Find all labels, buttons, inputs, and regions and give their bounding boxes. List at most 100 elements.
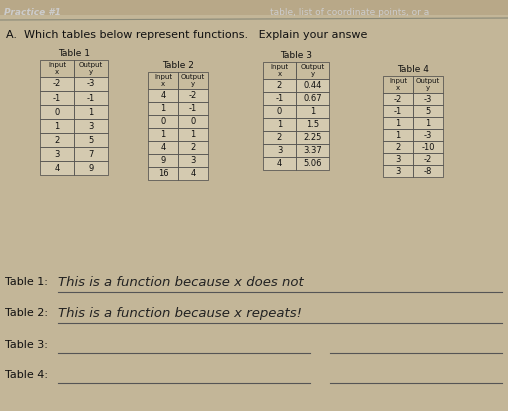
Text: -1: -1	[189, 104, 197, 113]
Text: -8: -8	[424, 166, 432, 175]
Bar	[40, 60, 74, 77]
Bar	[413, 129, 443, 141]
Text: 5: 5	[425, 106, 431, 115]
Text: 2: 2	[54, 136, 59, 145]
Bar	[383, 141, 413, 153]
Text: -3: -3	[424, 95, 432, 104]
Bar	[148, 128, 178, 141]
Text: 2: 2	[277, 81, 282, 90]
Text: 1: 1	[425, 118, 431, 127]
Bar	[148, 141, 178, 154]
Bar	[263, 62, 296, 79]
Bar	[74, 147, 108, 161]
Bar	[263, 131, 296, 144]
Bar	[74, 105, 108, 119]
Bar	[178, 89, 208, 102]
Text: 0.44: 0.44	[303, 81, 322, 90]
Bar	[148, 167, 178, 180]
Bar	[40, 147, 74, 161]
Text: 9: 9	[88, 164, 93, 173]
Text: 1: 1	[395, 118, 401, 127]
Text: table, list of coordinate points, or a: table, list of coordinate points, or a	[270, 8, 429, 17]
Text: 7: 7	[88, 150, 93, 159]
Text: -3: -3	[424, 131, 432, 139]
Bar	[383, 165, 413, 177]
Bar	[413, 165, 443, 177]
Bar	[40, 105, 74, 119]
Bar	[148, 115, 178, 128]
Bar	[178, 128, 208, 141]
Bar	[413, 76, 443, 93]
Text: 3: 3	[277, 146, 282, 155]
Text: This is a function because x repeats!: This is a function because x repeats!	[58, 307, 302, 320]
Text: Table 4:: Table 4:	[5, 370, 48, 380]
Bar	[74, 133, 108, 147]
Text: -2: -2	[189, 91, 197, 100]
Bar	[263, 157, 296, 170]
Bar	[40, 161, 74, 175]
Bar	[383, 153, 413, 165]
Bar	[296, 62, 329, 79]
Bar	[296, 131, 329, 144]
Text: A.  Which tables below represent functions.   Explain your answe: A. Which tables below represent function…	[6, 30, 367, 40]
Text: Table 3:: Table 3:	[5, 340, 48, 350]
Bar	[383, 105, 413, 117]
Text: 1: 1	[161, 130, 166, 139]
Bar	[263, 105, 296, 118]
Bar	[296, 92, 329, 105]
Bar	[148, 89, 178, 102]
Text: 3: 3	[190, 156, 196, 165]
Text: -1: -1	[53, 93, 61, 102]
Text: 1: 1	[310, 107, 315, 116]
Bar	[74, 119, 108, 133]
Text: This is a function because x does not: This is a function because x does not	[58, 276, 304, 289]
Text: Input
x: Input x	[154, 74, 172, 87]
Text: -1: -1	[275, 94, 283, 103]
Text: 0.67: 0.67	[303, 94, 322, 103]
Text: 3: 3	[395, 155, 401, 164]
Text: Input
x: Input x	[389, 78, 407, 91]
Text: Table 2: Table 2	[162, 61, 194, 70]
Text: 4: 4	[277, 159, 282, 168]
Text: Output
y: Output y	[79, 62, 103, 75]
Bar	[383, 76, 413, 93]
Bar	[296, 118, 329, 131]
Text: 4: 4	[54, 164, 59, 173]
Text: -2: -2	[53, 79, 61, 88]
Text: Output
y: Output y	[416, 78, 440, 91]
Bar	[74, 161, 108, 175]
Bar	[413, 105, 443, 117]
Bar	[40, 133, 74, 147]
Bar	[296, 157, 329, 170]
Text: Table 3: Table 3	[280, 51, 312, 60]
Text: 5.06: 5.06	[303, 159, 322, 168]
Bar	[383, 93, 413, 105]
Bar	[178, 154, 208, 167]
Bar	[74, 77, 108, 91]
Text: -1: -1	[87, 93, 95, 102]
Bar	[178, 167, 208, 180]
Text: -1: -1	[394, 106, 402, 115]
Bar	[178, 102, 208, 115]
Bar	[178, 72, 208, 89]
Text: 9: 9	[161, 156, 166, 165]
Text: 3: 3	[54, 150, 59, 159]
Bar	[74, 60, 108, 77]
Bar	[74, 91, 108, 105]
Text: 2: 2	[395, 143, 401, 152]
Text: 2: 2	[190, 143, 196, 152]
Text: 3.37: 3.37	[303, 146, 322, 155]
Text: Table 1:: Table 1:	[5, 277, 48, 287]
Text: 1: 1	[54, 122, 59, 131]
Bar	[148, 72, 178, 89]
Text: -2: -2	[424, 155, 432, 164]
Text: Output
y: Output y	[300, 64, 325, 77]
Text: 2: 2	[277, 133, 282, 142]
Text: 0: 0	[190, 117, 196, 126]
Bar	[296, 79, 329, 92]
Text: 5: 5	[88, 136, 93, 145]
Text: 3: 3	[88, 122, 93, 131]
Text: 1: 1	[190, 130, 196, 139]
Text: 1: 1	[277, 120, 282, 129]
Bar	[413, 93, 443, 105]
